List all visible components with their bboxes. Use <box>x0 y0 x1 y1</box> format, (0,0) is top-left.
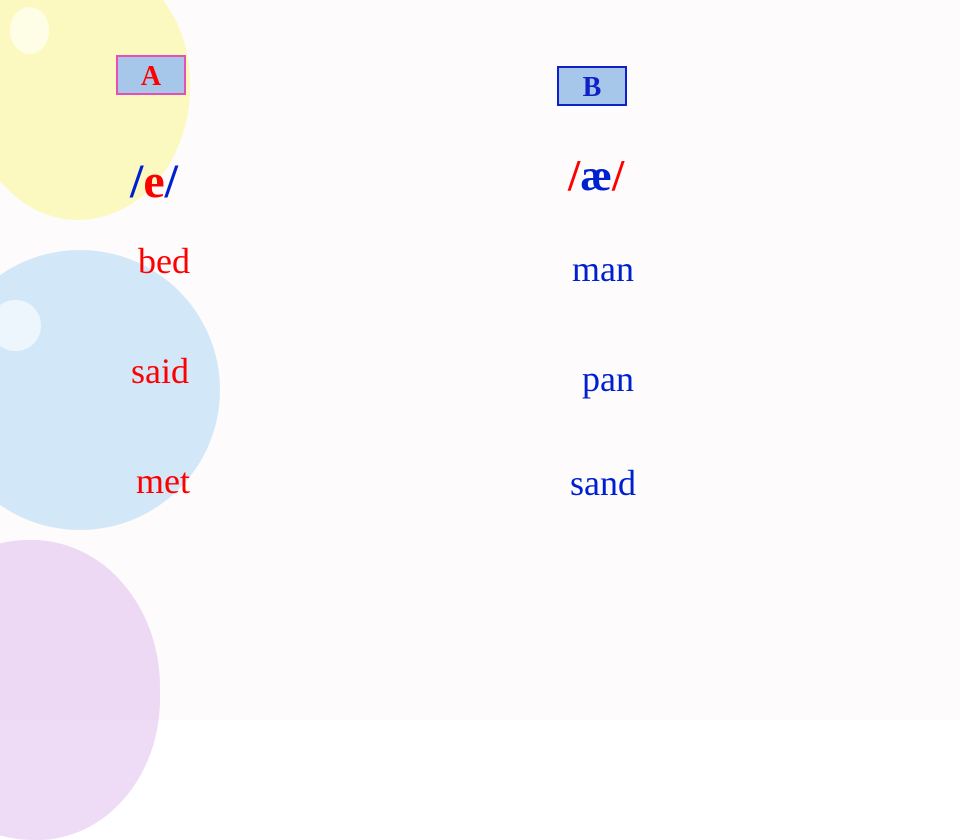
slash-close: / <box>612 151 624 200</box>
word-said: said <box>131 350 189 392</box>
slash-open: / <box>568 151 580 200</box>
label-b-text: B <box>583 72 602 103</box>
slash-close: / <box>165 155 178 208</box>
phoneme-letter-e: e <box>143 155 164 208</box>
word-bed: bed <box>138 240 190 282</box>
word-pan: pan <box>582 358 634 400</box>
phonetic-symbol-ae: /æ/ <box>568 150 624 201</box>
word-met: met <box>136 460 190 502</box>
label-a-text: A <box>141 61 161 92</box>
phonetic-symbol-e: /e/ <box>130 154 178 209</box>
slash-open: / <box>130 155 143 208</box>
label-box-a: A <box>116 55 186 95</box>
phoneme-letter-ae: æ <box>580 151 612 200</box>
word-man: man <box>572 248 634 290</box>
word-sand: sand <box>570 462 636 504</box>
label-box-b: B <box>557 66 627 106</box>
